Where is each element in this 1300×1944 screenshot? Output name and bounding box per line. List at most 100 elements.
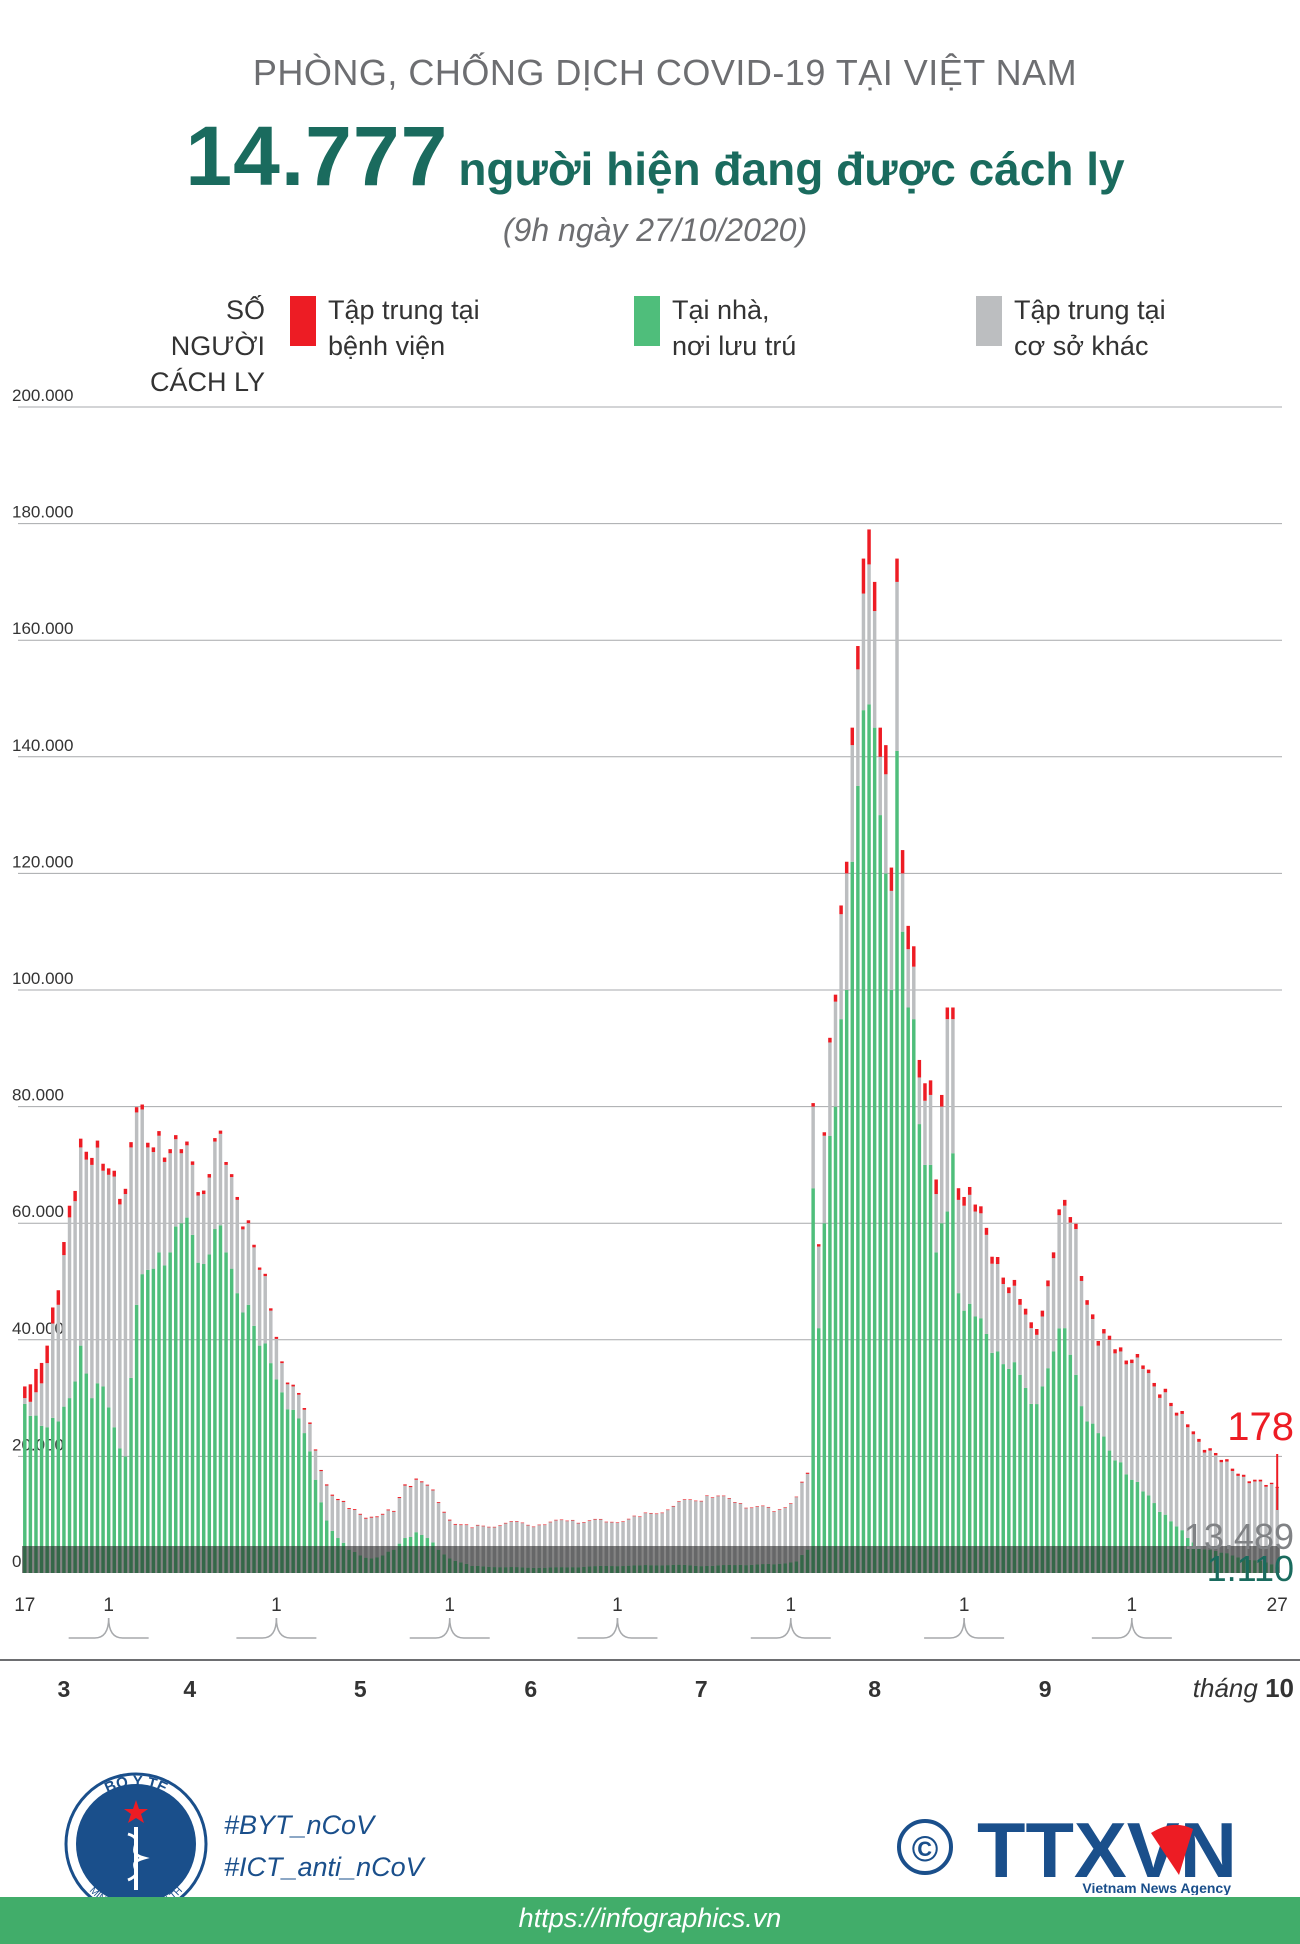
- bar-other: [554, 1520, 558, 1568]
- bar-other: [134, 1112, 139, 1305]
- bar-day: [1163, 1388, 1168, 1573]
- bar-home: [1079, 1406, 1084, 1573]
- bar-day: [906, 925, 910, 1573]
- bar-hospital: [207, 1174, 212, 1178]
- bar-hospital: [654, 1513, 659, 1515]
- bar-hospital: [716, 1495, 720, 1497]
- footer-url[interactable]: https://infographics.vn: [518, 1903, 782, 1933]
- bars: [22, 529, 1280, 1573]
- bar-day: [900, 850, 905, 1573]
- bar-hospital: [179, 1149, 184, 1154]
- bar-day: [90, 1157, 94, 1573]
- bar-other: [369, 1517, 374, 1559]
- bar-other: [313, 1450, 318, 1480]
- bar-other: [420, 1482, 424, 1535]
- bar-other: [1102, 1333, 1106, 1437]
- bar-hospital: [666, 1509, 670, 1511]
- bar-day: [951, 1007, 955, 1573]
- bar-hospital: [1090, 1314, 1095, 1320]
- bar-other: [1186, 1427, 1190, 1539]
- bar-home: [822, 1223, 827, 1573]
- bar-hospital: [453, 1523, 458, 1525]
- bar-home: [168, 1252, 172, 1573]
- bar-home: [308, 1451, 312, 1573]
- y-tick-label: 80.000: [12, 1086, 64, 1105]
- bar-other: [861, 593, 866, 711]
- bar-home: [1068, 1354, 1073, 1573]
- bar-hospital: [1180, 1411, 1184, 1414]
- bar-home: [23, 1403, 27, 1573]
- bar-hospital: [962, 1196, 966, 1206]
- bar-home: [319, 1502, 323, 1573]
- bar-day: [280, 1361, 284, 1573]
- bar-hospital: [1107, 1335, 1112, 1340]
- bar-day: [146, 1142, 150, 1573]
- bar-day: [185, 1141, 189, 1573]
- bar-day: [151, 1147, 156, 1573]
- bar-hospital: [146, 1142, 150, 1148]
- bar-hospital: [431, 1489, 435, 1491]
- day-marker-label: 27: [1267, 1595, 1288, 1616]
- bar-other: [850, 745, 855, 862]
- bar-other: [587, 1520, 592, 1567]
- month-label: 8: [868, 1676, 881, 1702]
- bar-other: [174, 1139, 178, 1227]
- bar-hospital: [587, 1520, 592, 1521]
- bar-other: [280, 1363, 284, 1393]
- bar-day: [1158, 1394, 1162, 1573]
- bar-other: [682, 1499, 687, 1565]
- bar-hospital: [520, 1522, 525, 1524]
- legend-home-line2: nơi lưu trú: [672, 331, 797, 361]
- day-marker-label: 17: [14, 1595, 35, 1616]
- bar-other: [794, 1497, 799, 1562]
- bar-day: [1068, 1217, 1073, 1573]
- bar-other: [185, 1145, 189, 1218]
- bar-hospital: [1230, 1468, 1235, 1471]
- bar-hospital: [196, 1192, 200, 1196]
- bar-hospital: [598, 1518, 603, 1520]
- bar-other: [822, 1135, 827, 1224]
- bar-other: [347, 1508, 351, 1550]
- bar-day: [956, 1188, 961, 1573]
- bar-hospital: [526, 1524, 530, 1526]
- bar-other: [615, 1523, 620, 1567]
- annotation-label: 1.110: [1207, 1548, 1294, 1589]
- bar-other: [364, 1518, 368, 1558]
- bar-hospital: [1258, 1479, 1263, 1482]
- bar-other: [638, 1517, 642, 1566]
- bar-other: [1130, 1363, 1134, 1480]
- bar-other: [805, 1473, 810, 1550]
- bar-home: [56, 1421, 61, 1573]
- bar-day: [196, 1192, 200, 1573]
- bar-other: [285, 1384, 290, 1410]
- bar-home: [257, 1345, 262, 1573]
- bar-day: [934, 1179, 938, 1573]
- bar-hospital: [1241, 1474, 1246, 1477]
- legend-other-line2: cơ sở khác: [1014, 331, 1149, 361]
- bar-day: [190, 1161, 195, 1573]
- bar-day: [889, 867, 894, 1573]
- y-tick-label: 140.000: [12, 736, 73, 755]
- y-tick-label: 20.000: [12, 1435, 64, 1454]
- legend-hospital-line2: bệnh viện: [328, 331, 446, 361]
- bar-day: [246, 1220, 251, 1573]
- bar-day: [945, 1007, 950, 1573]
- bar-hospital: [84, 1151, 89, 1160]
- bar-hospital: [1141, 1365, 1145, 1369]
- bar-other: [548, 1522, 553, 1568]
- bar-hospital: [190, 1161, 195, 1165]
- bar-other: [660, 1513, 664, 1566]
- month-bracket: [409, 1617, 451, 1639]
- bar-home: [313, 1479, 318, 1573]
- bar-hospital: [23, 1386, 27, 1399]
- bar-day: [73, 1190, 77, 1573]
- hashtag-ict: #ICT_anti_nCoV: [224, 1852, 424, 1882]
- month-bracket: [616, 1617, 658, 1639]
- bar-other: [844, 873, 849, 990]
- bar-hospital: [285, 1382, 290, 1385]
- bar-day: [1018, 1298, 1022, 1573]
- bar-hospital: [380, 1513, 385, 1515]
- bar-hospital: [1247, 1481, 1251, 1484]
- month-bracket: [448, 1617, 490, 1639]
- bar-other: [761, 1506, 765, 1565]
